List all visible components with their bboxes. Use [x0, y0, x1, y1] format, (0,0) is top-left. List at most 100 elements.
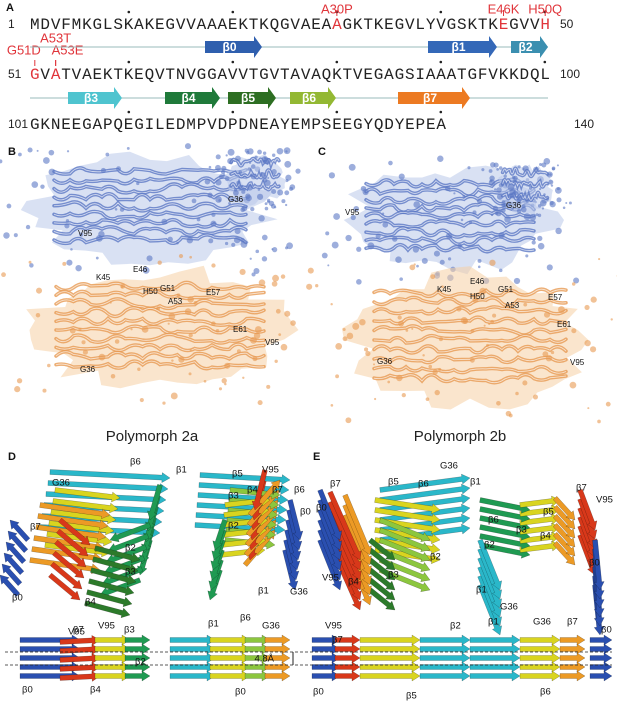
residue-label: V95: [570, 358, 585, 367]
density-speck: [48, 168, 56, 176]
density-speck: [203, 379, 207, 383]
strand-arrow: [511, 36, 548, 58]
sequence: GKNEEGAPQEGILEDMPVDPDNEAYEMPSEEGYQDYEPEA: [30, 116, 446, 134]
density-speck: [335, 374, 340, 379]
density-speck: [562, 206, 566, 210]
strand-ribbon: [477, 538, 503, 591]
strand-ribbon: [479, 515, 531, 532]
position-dot: [335, 60, 339, 64]
density-speck: [315, 284, 319, 288]
structure-label: β6: [294, 485, 305, 496]
structure-label: β6: [240, 613, 251, 624]
strand-ribbon: [368, 537, 396, 561]
density-speck: [539, 199, 547, 207]
density-core: [53, 234, 247, 244]
density-speck: [397, 315, 402, 320]
density-core: [55, 307, 265, 317]
strand-ribbon: [552, 495, 576, 521]
density-speck: [392, 236, 398, 242]
density-speck: [364, 347, 369, 352]
strand-ribbon: [124, 670, 151, 682]
strand-ribbon: [592, 539, 605, 591]
density-speck: [274, 359, 278, 363]
density-speck: [191, 198, 197, 204]
density-speck: [356, 279, 362, 285]
density-speck: [35, 312, 41, 318]
strand-ribbon: [124, 634, 151, 646]
caption: Polymorph 2a: [106, 428, 199, 445]
density-speck: [509, 192, 517, 199]
structure-label: β4: [85, 597, 96, 608]
density-speck: [25, 224, 31, 230]
density-maps: [0, 143, 617, 424]
density-speck: [512, 179, 517, 184]
density-core: [373, 306, 567, 315]
density-speck: [381, 212, 385, 215]
strand-ribbon: [469, 670, 521, 682]
strand-ribbon: [54, 539, 87, 568]
strand-ribbon: [317, 488, 343, 541]
strand-ribbon: [378, 527, 431, 553]
density-speck: [437, 155, 444, 162]
position-dot: [231, 110, 235, 114]
structure-label: β5: [232, 469, 243, 480]
density-speck: [240, 240, 248, 248]
strand-ribbon: [334, 634, 361, 646]
structure-label: β1: [488, 617, 499, 628]
density-speck: [281, 199, 286, 204]
strand-ribbon: [359, 652, 421, 664]
density-speck: [557, 306, 565, 314]
strand-ribbon: [559, 652, 586, 664]
density-speck: [250, 206, 255, 212]
structure-label: V95: [262, 465, 279, 476]
density-speck: [272, 247, 278, 253]
density-speck: [486, 343, 490, 347]
density-speck: [498, 166, 503, 170]
density-speck: [239, 268, 246, 276]
density-speck: [516, 198, 522, 204]
density-speck: [421, 257, 428, 264]
density-speck: [137, 367, 141, 371]
sequence: MDVFMKGLSKAKEGVVAAAEKTKQGVAEAAGKTKEGVLYV…: [30, 16, 550, 34]
density-speck: [168, 313, 176, 320]
density-speck: [79, 232, 84, 237]
density-envelope: [497, 164, 554, 216]
density-speck: [184, 308, 192, 315]
sequence-segment: GVV: [509, 16, 540, 34]
position-dot: [231, 10, 235, 14]
strand-ribbon: [342, 493, 372, 556]
density-speck: [479, 287, 487, 295]
strand-ribbon: [479, 497, 531, 514]
mutation-label: E46K: [488, 1, 520, 16]
density-speck: [306, 283, 313, 290]
density-speck: [211, 263, 216, 268]
position-dot: [543, 60, 547, 64]
position-dot: [231, 60, 235, 64]
density-speck: [395, 256, 402, 263]
density-speck: [405, 329, 409, 332]
density-speck: [47, 363, 51, 368]
density-speck: [254, 155, 258, 159]
strand-ribbon: [359, 634, 421, 646]
density-speck: [346, 332, 354, 340]
density-speck: [584, 339, 591, 347]
strand-label: β0: [223, 40, 237, 54]
structure-label: β3: [388, 570, 399, 581]
density-speck: [523, 213, 531, 221]
density-speck: [215, 164, 221, 171]
density-speck: [178, 356, 185, 363]
density-speck: [533, 166, 539, 173]
structure-label: β1: [258, 586, 269, 597]
density-speck: [284, 190, 290, 196]
strand-ribbon: [419, 652, 471, 664]
density-speck: [546, 264, 553, 271]
density-speck: [374, 397, 377, 401]
strand-ribbon: [264, 652, 291, 664]
density-speck: [267, 176, 270, 179]
density-speck: [141, 326, 149, 333]
density-speck: [333, 213, 341, 220]
panel-letter: B: [8, 146, 16, 158]
density-speck: [250, 173, 257, 180]
density-speck: [523, 302, 528, 307]
density-speck: [157, 260, 162, 265]
